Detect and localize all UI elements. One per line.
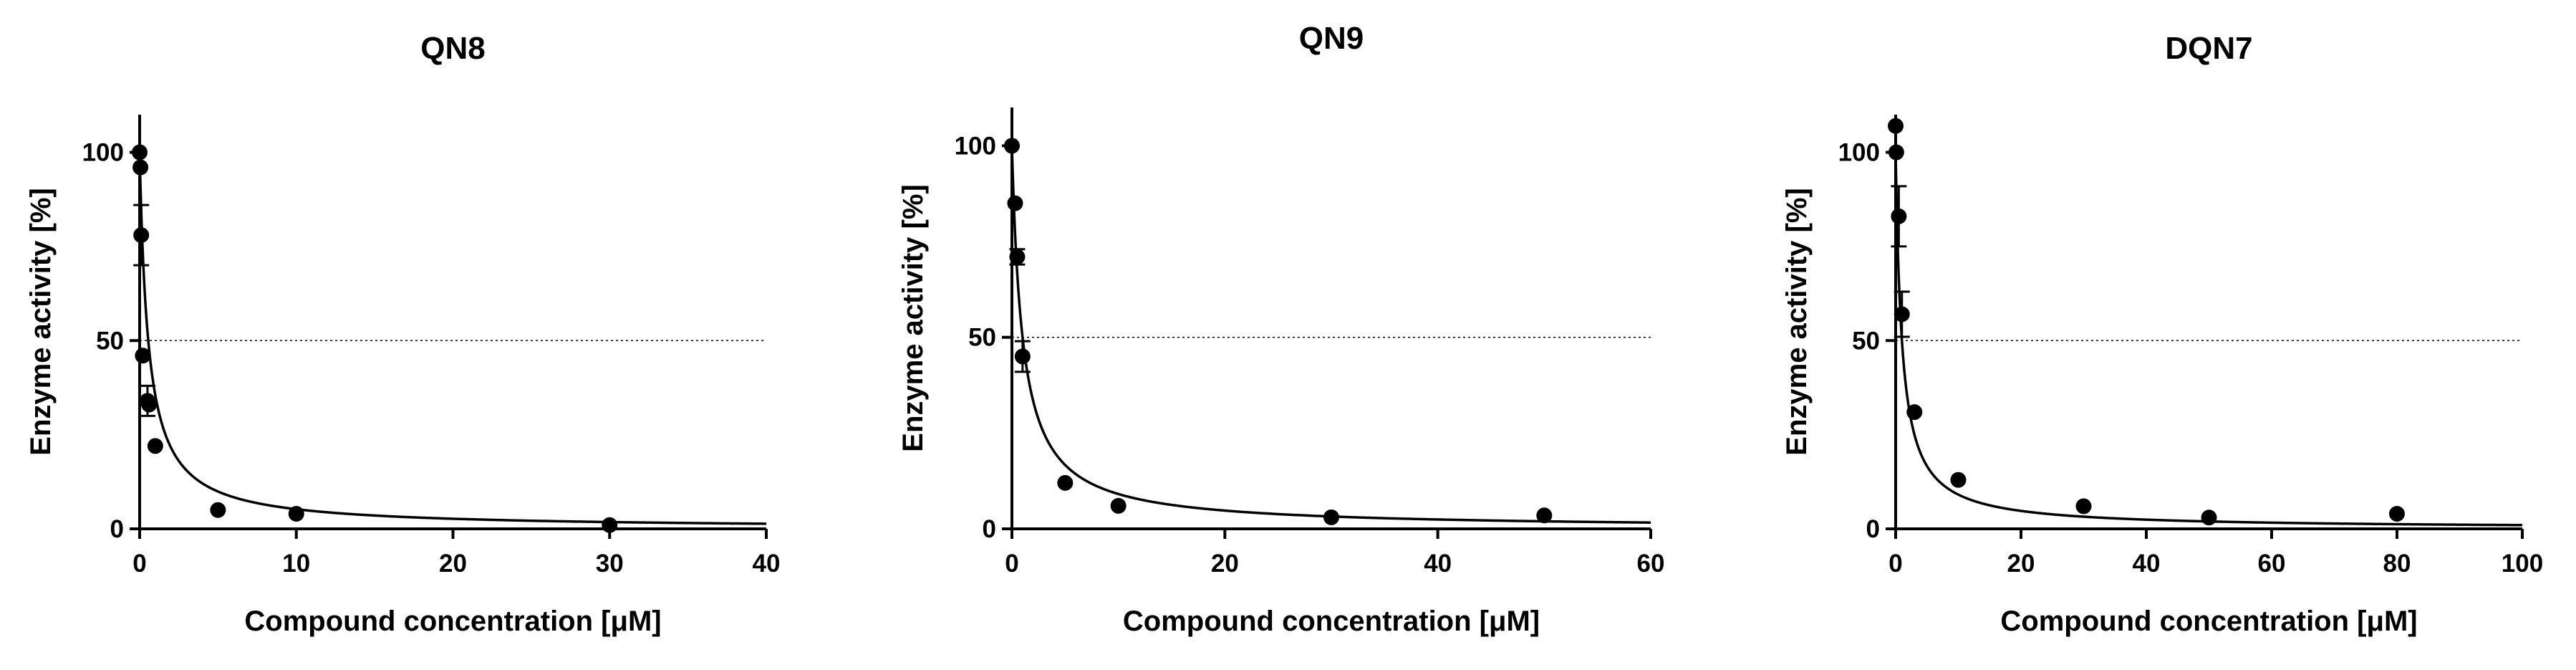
y-tick-label: 0 xyxy=(1866,515,1880,543)
data-point xyxy=(1888,118,1904,134)
chart-panel-2: QN9 0 20 40 60 0 50 100 Compound concentration [… xyxy=(897,21,1664,637)
data-point xyxy=(1014,348,1031,365)
x-tick-label: 40 xyxy=(753,550,781,578)
x-tick-label: 20 xyxy=(439,550,467,578)
x-tick-label: 100 xyxy=(2502,550,2543,578)
data-point xyxy=(1057,474,1074,491)
data-point xyxy=(2389,505,2405,522)
data-point xyxy=(135,348,151,364)
data-point xyxy=(602,517,618,533)
data-point xyxy=(1536,507,1553,524)
y-tick-label: 0 xyxy=(983,515,996,543)
x-axis-label: Compound concentration [μM] xyxy=(244,606,661,637)
data-point xyxy=(1323,509,1339,525)
data-point xyxy=(2075,498,2092,515)
y-tick-label: 50 xyxy=(1852,327,1880,355)
x-axis-label: Compound concentration [μM] xyxy=(2000,606,2417,637)
data-point xyxy=(1950,472,1967,488)
y-tick-label: 50 xyxy=(96,327,124,355)
data-point xyxy=(1004,138,1020,154)
data-point xyxy=(147,438,163,454)
chart-title: QN8 xyxy=(420,31,485,66)
y-tick-label: 100 xyxy=(82,139,124,167)
data-point xyxy=(1891,208,1907,224)
y-axis-label: Enzyme activity [%] xyxy=(25,188,57,455)
data-point xyxy=(1906,404,1923,421)
fit-curve xyxy=(138,152,767,525)
chart-title: DQN7 xyxy=(2165,31,2252,66)
x-tick-label: 40 xyxy=(2133,550,2161,578)
data-point xyxy=(132,159,149,176)
data-point xyxy=(1894,306,1910,322)
chart-panel-3: DQN7 0 20 40 60 80 100 0 50 100 Compound concentra… xyxy=(1781,31,2543,637)
x-tick-label: 0 xyxy=(1005,550,1018,578)
x-tick-label: 60 xyxy=(2258,550,2286,578)
x-tick-label: 30 xyxy=(596,550,624,578)
x-tick-label: 40 xyxy=(1424,550,1452,578)
data-point xyxy=(132,144,148,161)
y-tick-label: 100 xyxy=(955,132,996,160)
x-tick-label: 20 xyxy=(2007,550,2035,578)
x-tick-label: 20 xyxy=(1211,550,1239,578)
chart-title: QN9 xyxy=(1299,21,1364,56)
data-point xyxy=(1009,249,1026,265)
data-point xyxy=(1007,195,1023,211)
y-tick-label: 0 xyxy=(110,515,124,543)
data-point xyxy=(1110,497,1127,514)
y-tick-label: 50 xyxy=(968,324,996,352)
y-tick-label: 100 xyxy=(1838,139,1880,167)
y-axis-label: Enzyme activity [%] xyxy=(1781,188,1813,455)
x-tick-label: 10 xyxy=(282,550,310,578)
x-tick-label: 60 xyxy=(1637,550,1665,578)
chart-panel-1: QN8 0 10 20 30 40 0 50 100 Compound concentration… xyxy=(25,31,780,637)
data-point xyxy=(2201,509,2217,526)
fit-curve xyxy=(1010,145,1651,524)
x-axis-label: Compound concentration [μM] xyxy=(1123,606,1540,637)
fit-curve xyxy=(1894,152,2523,527)
y-axis-label: Enzyme activity [%] xyxy=(897,184,929,451)
x-tick-label: 0 xyxy=(1888,550,1902,578)
data-point xyxy=(210,502,226,518)
data-point xyxy=(288,505,304,522)
data-point xyxy=(133,227,150,244)
data-point xyxy=(1888,144,1904,161)
x-tick-label: 80 xyxy=(2383,550,2411,578)
x-tick-label: 0 xyxy=(132,550,146,578)
data-point xyxy=(141,396,158,413)
